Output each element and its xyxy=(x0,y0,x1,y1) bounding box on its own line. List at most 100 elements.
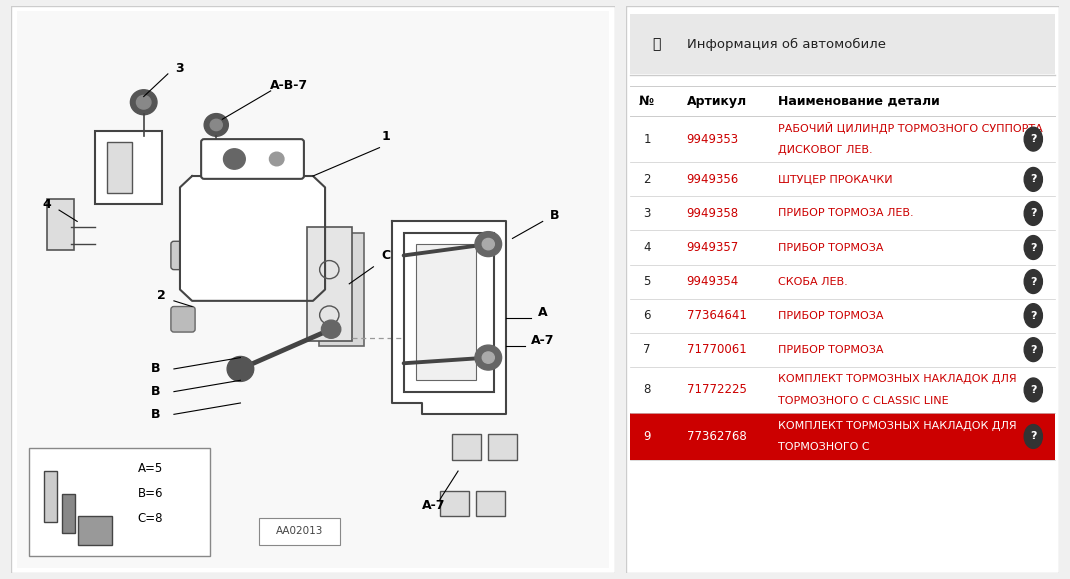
Text: C=8: C=8 xyxy=(138,512,163,525)
FancyBboxPatch shape xyxy=(62,494,75,533)
Text: ?: ? xyxy=(1030,174,1037,185)
Circle shape xyxy=(131,90,157,115)
FancyBboxPatch shape xyxy=(630,196,1055,230)
Circle shape xyxy=(227,357,254,382)
FancyBboxPatch shape xyxy=(29,448,210,556)
FancyBboxPatch shape xyxy=(201,139,304,179)
FancyBboxPatch shape xyxy=(630,14,1055,74)
Circle shape xyxy=(475,232,502,256)
Circle shape xyxy=(1024,378,1042,402)
Circle shape xyxy=(483,239,494,250)
FancyBboxPatch shape xyxy=(259,518,340,545)
Text: РАБОЧИЙ ЦИЛИНДР ТОРМОЗНОГО СУППОРТА: РАБОЧИЙ ЦИЛИНДР ТОРМОЗНОГО СУППОРТА xyxy=(778,122,1042,134)
Text: СКОБА ЛЕВ.: СКОБА ЛЕВ. xyxy=(778,277,847,287)
Text: 1: 1 xyxy=(381,130,389,143)
Text: ТОРМОЗНОГО С CLASSIC LINE: ТОРМОЗНОГО С CLASSIC LINE xyxy=(778,395,948,406)
FancyBboxPatch shape xyxy=(319,233,365,346)
Circle shape xyxy=(1024,270,1042,294)
FancyBboxPatch shape xyxy=(78,516,111,545)
FancyBboxPatch shape xyxy=(44,471,58,522)
Text: ?: ? xyxy=(1030,277,1037,287)
FancyBboxPatch shape xyxy=(47,199,74,250)
Circle shape xyxy=(204,113,228,136)
Circle shape xyxy=(1024,236,1042,259)
Text: Наименование детали: Наименование детали xyxy=(778,94,939,108)
Text: 2: 2 xyxy=(157,289,166,302)
Text: ?: ? xyxy=(1030,134,1037,144)
Text: Артикул: Артикул xyxy=(687,94,747,108)
Text: ПРИБОР ТОРМОЗА: ПРИБОР ТОРМОЗА xyxy=(778,310,883,321)
FancyBboxPatch shape xyxy=(171,306,195,332)
Polygon shape xyxy=(180,176,325,301)
Text: ТОРМОЗНОГО С: ТОРМОЗНОГО С xyxy=(778,442,869,452)
Text: 9949354: 9949354 xyxy=(687,275,739,288)
FancyBboxPatch shape xyxy=(11,6,615,573)
Text: 2: 2 xyxy=(643,173,651,186)
Text: 71772225: 71772225 xyxy=(687,383,747,397)
Text: B: B xyxy=(550,209,560,222)
Text: 3: 3 xyxy=(643,207,651,220)
Text: 9949353: 9949353 xyxy=(687,133,738,146)
FancyBboxPatch shape xyxy=(403,233,494,391)
FancyBboxPatch shape xyxy=(630,265,1055,299)
FancyBboxPatch shape xyxy=(107,142,132,193)
Text: ?: ? xyxy=(1030,431,1037,441)
FancyBboxPatch shape xyxy=(630,116,1055,162)
Text: 71770061: 71770061 xyxy=(687,343,747,356)
Text: ДИСКОВОГ ЛЕВ.: ДИСКОВОГ ЛЕВ. xyxy=(778,145,872,155)
Text: ПРИБОР ТОРМОЗА: ПРИБОР ТОРМОЗА xyxy=(778,243,883,252)
Text: B: B xyxy=(151,362,160,375)
Text: A-7: A-7 xyxy=(423,499,445,512)
Text: 6: 6 xyxy=(643,309,651,322)
Circle shape xyxy=(475,345,502,370)
Circle shape xyxy=(1024,304,1042,328)
FancyBboxPatch shape xyxy=(630,332,1055,367)
FancyBboxPatch shape xyxy=(416,244,476,380)
Text: ПРИБОР ТОРМОЗА: ПРИБОР ТОРМОЗА xyxy=(778,345,883,355)
Text: 🚗: 🚗 xyxy=(652,38,660,52)
Text: 8: 8 xyxy=(643,383,651,397)
Text: Информация об автомобиле: Информация об автомобиле xyxy=(687,38,886,51)
Text: КОМПЛЕКТ ТОРМОЗНЫХ НАКЛАДОК ДЛЯ: КОМПЛЕКТ ТОРМОЗНЫХ НАКЛАДОК ДЛЯ xyxy=(778,374,1016,384)
FancyBboxPatch shape xyxy=(626,6,1059,573)
Circle shape xyxy=(137,96,151,109)
Text: AA02013: AA02013 xyxy=(276,526,323,536)
Text: 1: 1 xyxy=(643,133,651,146)
Text: 9949356: 9949356 xyxy=(687,173,739,186)
Text: 9949357: 9949357 xyxy=(687,241,739,254)
Text: ПРИБОР ТОРМОЗА ЛЕВ.: ПРИБОР ТОРМОЗА ЛЕВ. xyxy=(778,208,914,218)
Text: A=5: A=5 xyxy=(138,461,163,475)
Text: ?: ? xyxy=(1030,310,1037,321)
Text: 9: 9 xyxy=(643,430,651,443)
Circle shape xyxy=(270,152,284,166)
Text: ?: ? xyxy=(1030,208,1037,218)
Text: B=6: B=6 xyxy=(138,487,163,500)
FancyBboxPatch shape xyxy=(476,491,505,516)
Text: B: B xyxy=(151,408,160,421)
Circle shape xyxy=(210,119,223,131)
Text: C: C xyxy=(381,249,391,262)
Circle shape xyxy=(1024,167,1042,191)
Text: A: A xyxy=(538,306,548,318)
Circle shape xyxy=(224,149,245,169)
Text: 4: 4 xyxy=(43,198,51,211)
Text: №: № xyxy=(639,94,654,108)
Text: 77364641: 77364641 xyxy=(687,309,747,322)
FancyBboxPatch shape xyxy=(630,413,1055,460)
Circle shape xyxy=(483,352,494,363)
Circle shape xyxy=(321,320,340,338)
FancyBboxPatch shape xyxy=(630,299,1055,332)
FancyBboxPatch shape xyxy=(95,131,162,204)
Text: 7: 7 xyxy=(643,343,651,356)
FancyBboxPatch shape xyxy=(171,241,195,270)
Text: КОМПЛЕКТ ТОРМОЗНЫХ НАКЛАДОК ДЛЯ: КОМПЛЕКТ ТОРМОЗНЫХ НАКЛАДОК ДЛЯ xyxy=(778,421,1016,431)
Text: A-B-7: A-B-7 xyxy=(270,79,308,91)
FancyBboxPatch shape xyxy=(452,434,482,460)
FancyBboxPatch shape xyxy=(630,86,1055,116)
FancyBboxPatch shape xyxy=(630,162,1055,196)
Polygon shape xyxy=(392,221,506,415)
Circle shape xyxy=(1024,424,1042,448)
Circle shape xyxy=(1024,338,1042,361)
Text: ?: ? xyxy=(1030,345,1037,355)
Text: ШТУЦЕР ПРОКАЧКИ: ШТУЦЕР ПРОКАЧКИ xyxy=(778,174,892,185)
